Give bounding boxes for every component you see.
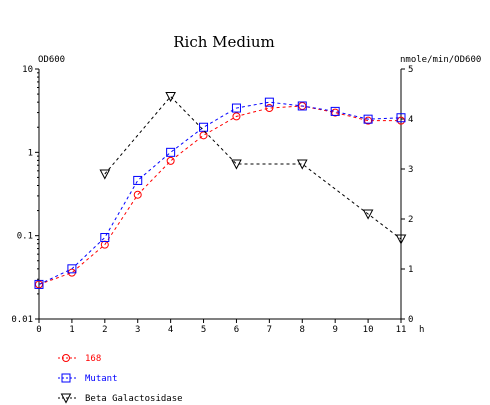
legend-marker-168 <box>62 354 70 362</box>
x-tick-label: 9 <box>332 325 337 335</box>
x-tick-label: 7 <box>267 325 272 335</box>
y2-tick-label: 0 <box>408 315 413 325</box>
y2-tick-label: 4 <box>408 115 413 125</box>
data-point-mutant <box>199 122 209 132</box>
data-point-168 <box>166 156 175 165</box>
y-tick-label: 0.1 <box>17 232 33 242</box>
data-point-168 <box>232 112 241 121</box>
legend-marker-beta-galactosidase <box>60 393 72 404</box>
x-tick-label: 1 <box>69 325 74 335</box>
data-point-mutant <box>396 113 406 123</box>
data-point-beta-galactosidase <box>165 92 176 103</box>
x-tick-label: 5 <box>201 325 206 335</box>
data-point-beta-galactosidase <box>395 234 407 245</box>
legend: 168 Mutant Beta Galactosidase <box>58 354 183 404</box>
legend-label-beta-galactosidase: Beta Galactosidase <box>85 394 183 404</box>
data-point-beta-galactosidase <box>362 209 374 220</box>
legend-item-beta-galactosidase: Beta Galactosidase <box>58 393 183 404</box>
chart-title: Rich Medium <box>173 33 274 51</box>
series-line-mutant <box>38 101 402 285</box>
data-point-168 <box>133 190 142 199</box>
y2-tick-label: 2 <box>408 215 413 225</box>
series-mutant <box>34 97 406 289</box>
data-point-mutant <box>166 147 176 157</box>
data-point-mutant <box>67 264 77 274</box>
y-tick-label: 1 <box>28 148 33 158</box>
y2-axis-label: nmole/min/OD600 <box>400 55 481 65</box>
series-line-beta-galactosidase <box>104 95 402 240</box>
data-point-mutant <box>363 114 373 124</box>
data-point-168 <box>265 104 274 113</box>
data-point-beta-galactosidase <box>99 169 111 180</box>
x-tick-label: 0 <box>36 325 41 335</box>
y2-tick-label: 5 <box>408 65 413 75</box>
data-point-mutant <box>231 103 241 113</box>
data-point-mutant <box>133 175 143 185</box>
data-point-mutant <box>34 279 44 289</box>
data-point-beta-galactosidase <box>231 159 242 170</box>
x-tick-label: 10 <box>363 325 374 335</box>
data-point-168 <box>199 131 208 140</box>
series-layer <box>34 92 407 289</box>
legend-label-mutant: Mutant <box>85 374 118 384</box>
legend-item-mutant: Mutant <box>58 373 118 384</box>
x-tick-label: 6 <box>234 325 239 335</box>
series-beta-galactosidase <box>99 92 407 245</box>
data-point-mutant <box>264 97 274 107</box>
data-point-mutant <box>297 101 307 111</box>
y-tick-label: 10 <box>22 65 33 75</box>
series-line-168 <box>38 105 401 285</box>
y-axis-label: OD600 <box>38 55 65 65</box>
data-point-beta-galactosidase <box>296 159 308 170</box>
y2-tick-label: 1 <box>408 265 413 275</box>
x-tick-label: 3 <box>135 325 140 335</box>
y2-tick-label: 3 <box>408 165 413 175</box>
y-tick-label: 0.01 <box>11 315 33 325</box>
legend-marker-mutant <box>61 373 71 383</box>
x-axis-label: h <box>419 325 424 335</box>
legend-label-168: 168 <box>85 354 101 364</box>
data-point-mutant <box>330 106 340 116</box>
x-tick-label: 4 <box>168 325 173 335</box>
x-tick-label: 8 <box>300 325 305 335</box>
legend-item-168: 168 <box>58 354 101 364</box>
series-168 <box>35 101 405 289</box>
x-tick-label: 2 <box>102 325 107 335</box>
x-tick-label: 11 <box>396 325 407 335</box>
data-point-mutant <box>100 233 110 243</box>
